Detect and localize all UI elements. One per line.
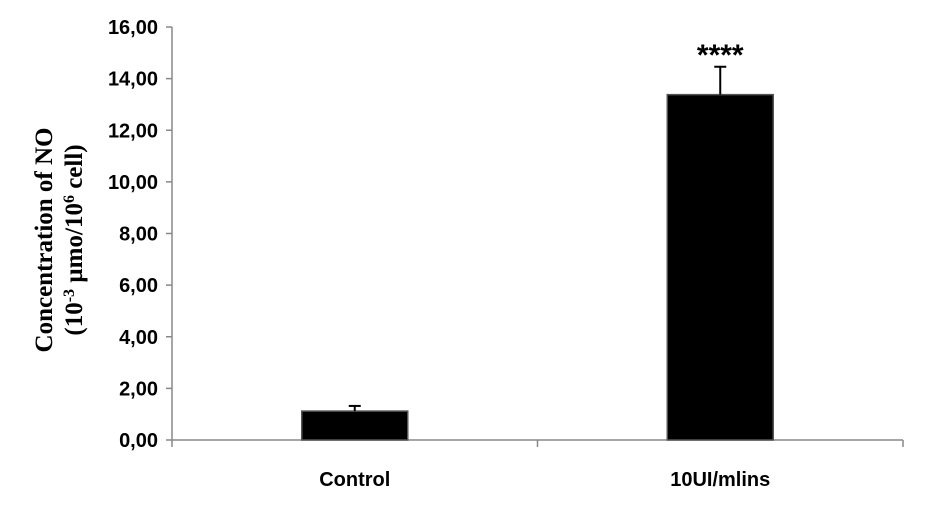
x-labels-group: Control 10UI/mlins <box>319 469 770 491</box>
y-tick-label: 12,00 <box>108 120 158 142</box>
x-category-label: Control <box>319 469 390 491</box>
y-tick-label: 4,00 <box>119 327 158 349</box>
bar <box>301 410 409 441</box>
y-axis-label-part-exp1: -3 <box>61 289 78 302</box>
y-axis-label-part-close: cell) <box>61 144 88 195</box>
y-axis-label-group: Concentration of NO (10-3 µmo/106 cell) <box>31 128 88 353</box>
y-tick-label: 6,00 <box>119 275 158 297</box>
y-tick-label: 0,00 <box>119 430 158 452</box>
bar <box>666 93 774 441</box>
significance-annotation: **** <box>697 39 744 72</box>
y-tick-label: 14,00 <box>108 69 158 91</box>
bars-group: **** <box>301 39 774 441</box>
y-tick-label: 16,00 <box>108 17 158 39</box>
y-axis-label-line2: (10-3 µmo/106 cell) <box>61 144 89 335</box>
y-ticks-group: 0,00 2,00 4,00 6,00 8,00 10,00 12,00 14,00 16,00 <box>108 17 172 452</box>
y-axis-label-part-open: (10 <box>61 302 88 335</box>
y-axis-label-part-mid: µmo/10 <box>61 203 88 289</box>
axes-group <box>171 27 904 447</box>
y-axis-label-part-exp2: 6 <box>61 195 78 203</box>
x-category-label: 10UI/mlins <box>670 469 770 491</box>
y-tick-label: 8,00 <box>119 224 158 246</box>
y-axis-label-line1: Concentration of NO <box>31 128 58 353</box>
y-tick-label: 2,00 <box>119 378 158 400</box>
y-tick-label: 10,00 <box>108 172 158 194</box>
